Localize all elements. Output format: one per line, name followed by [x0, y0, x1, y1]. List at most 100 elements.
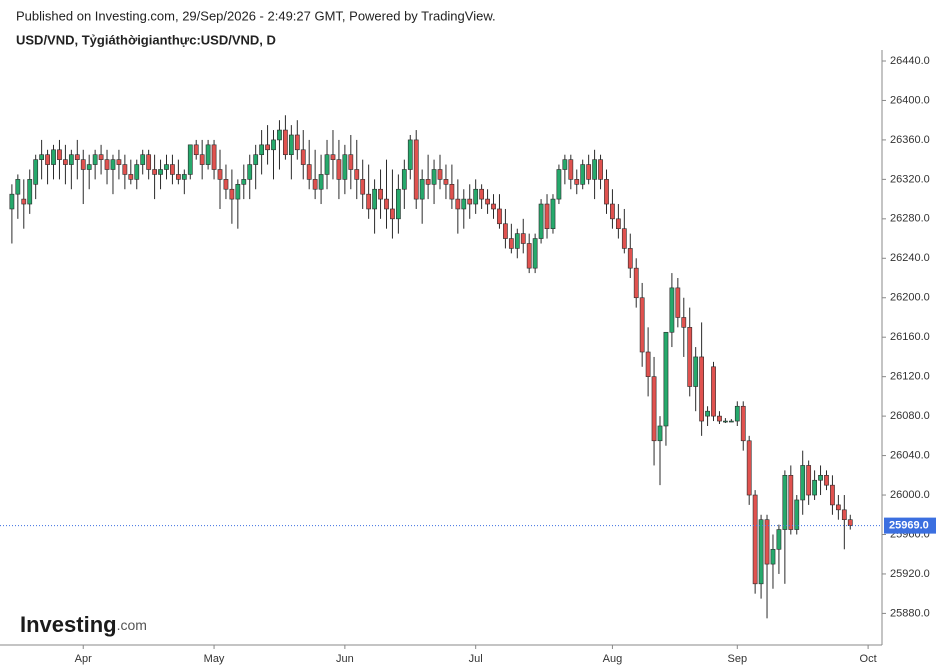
candle-body — [92, 154, 98, 165]
candle-body — [205, 144, 211, 165]
candle-body — [330, 154, 336, 160]
x-tick-label: May — [204, 653, 225, 665]
y-tick-label: 26040.0 — [890, 449, 930, 461]
candle-body — [764, 519, 770, 565]
x-tick-label: Oct — [860, 653, 877, 665]
candle-body — [699, 356, 705, 422]
candle-body — [74, 154, 80, 160]
candle-body — [294, 134, 300, 151]
candle-body — [86, 164, 92, 170]
y-tick-label: 26400.0 — [890, 94, 930, 106]
candle-body — [574, 179, 580, 185]
candle-body — [152, 169, 157, 175]
symbol-title: USD/VND, Tỷgiáthờigianthực:USD/VND, D — [16, 32, 276, 47]
candle-body — [592, 159, 597, 180]
candle-body — [687, 327, 693, 387]
y-tick-label: 26280.0 — [890, 213, 930, 225]
candle-body — [21, 198, 27, 205]
candle-body — [122, 164, 128, 175]
candle-body — [562, 159, 568, 170]
candle-body — [449, 184, 455, 200]
candle-body — [544, 203, 550, 229]
candle-body — [497, 208, 502, 225]
candle-body — [63, 159, 68, 165]
candle-body — [372, 188, 377, 210]
candle-body — [134, 164, 140, 180]
candle-body — [247, 164, 253, 180]
candle-body — [241, 179, 247, 185]
candle-body — [425, 179, 431, 185]
candle-body — [288, 134, 294, 156]
candle-body — [15, 179, 21, 195]
y-tick-label: 26360.0 — [890, 134, 930, 146]
candle-body — [586, 164, 592, 180]
y-tick-label: 25880.0 — [890, 607, 930, 619]
candle-body — [57, 149, 62, 160]
candle-body — [378, 188, 383, 200]
candle-body — [740, 405, 746, 442]
candle-body — [384, 198, 389, 210]
candle-body — [723, 420, 728, 423]
candle-body — [526, 243, 532, 269]
candle-body — [508, 238, 514, 249]
candle-body — [146, 154, 152, 170]
candle-body — [158, 169, 163, 175]
candle-body — [568, 159, 574, 180]
candle-body — [627, 248, 633, 269]
candle-body — [806, 465, 812, 496]
candle-body — [33, 159, 39, 185]
candle-body — [824, 475, 829, 486]
candle-body — [657, 425, 663, 442]
y-tick-label: 26000.0 — [890, 489, 930, 501]
candle-body — [217, 169, 223, 180]
candle-body — [181, 174, 187, 180]
candle-body — [675, 287, 681, 318]
y-tick-label: 26160.0 — [890, 331, 930, 343]
candle-body — [615, 218, 621, 229]
y-tick-label: 26080.0 — [890, 410, 930, 422]
candle-body — [140, 154, 146, 165]
candle-body — [455, 198, 461, 210]
candle-body — [27, 179, 33, 205]
candle-body — [788, 475, 794, 530]
y-tick-label: 26200.0 — [890, 292, 930, 304]
candle-body — [758, 519, 764, 585]
candle-body — [80, 159, 86, 170]
candle-body — [366, 193, 372, 210]
published-note: Published on Investing.com, 29/Sep/2026 … — [16, 8, 496, 23]
candle-body — [473, 188, 479, 205]
y-tick-label: 26320.0 — [890, 173, 930, 185]
candle-body — [443, 179, 449, 185]
candle-body — [265, 144, 270, 151]
candle-body — [550, 198, 556, 229]
candle-body — [681, 317, 687, 328]
candle-body — [104, 159, 110, 170]
candle-body — [419, 179, 425, 200]
candle-body — [800, 465, 806, 501]
candle-body — [461, 198, 467, 210]
candle-body — [229, 188, 235, 200]
y-tick-label: 25920.0 — [890, 568, 930, 580]
candle-body — [283, 129, 288, 156]
candle-body — [841, 509, 847, 520]
candle-body — [68, 154, 74, 165]
candle-body — [835, 504, 841, 511]
last-price-box — [884, 517, 936, 534]
candle-body — [532, 238, 538, 269]
candle-body — [812, 479, 817, 496]
candle-body — [431, 169, 437, 185]
candle-body — [342, 154, 348, 180]
candle-body — [604, 179, 609, 205]
candle-body — [312, 179, 318, 190]
candle-body — [259, 144, 265, 156]
y-tick-label: 26440.0 — [890, 55, 930, 67]
candle-body — [776, 529, 782, 550]
candle-body — [621, 228, 627, 249]
x-tick-label: Jul — [469, 653, 483, 665]
candle-body — [9, 193, 15, 210]
candle-body — [782, 475, 788, 530]
candle-body — [556, 169, 562, 200]
candle-body — [794, 499, 800, 530]
candle-body — [413, 139, 419, 200]
logo-suffix: .com — [117, 617, 147, 633]
